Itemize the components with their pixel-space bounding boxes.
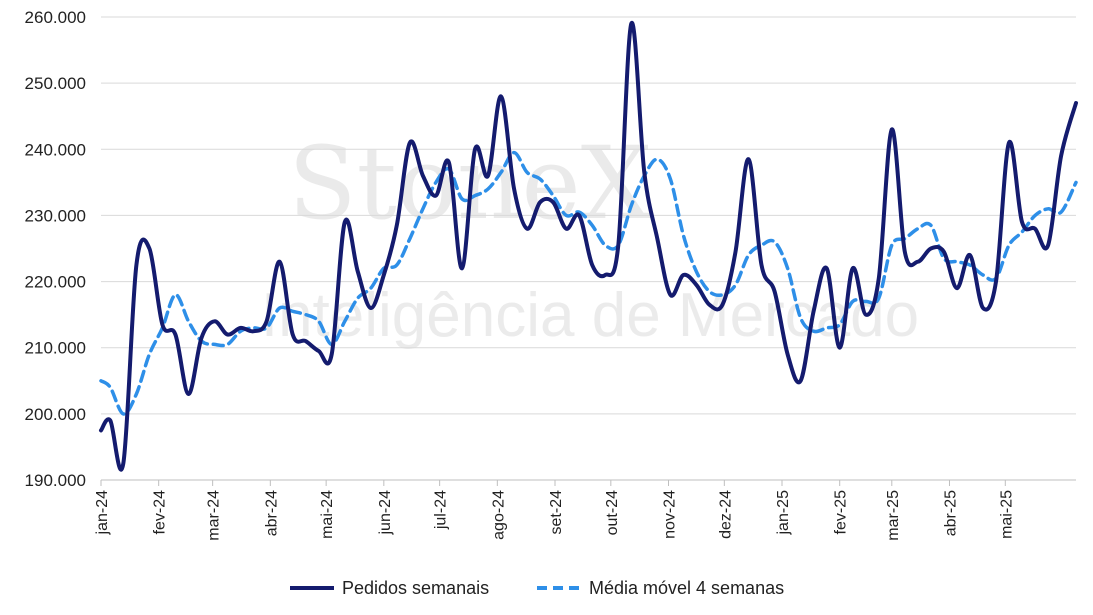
watermark: StoneX Inteligência de Mercado: [261, 125, 919, 350]
x-tick-label: set-24: [548, 490, 565, 535]
watermark-subtitle: Inteligência de Mercado: [261, 281, 919, 350]
x-axis: jan-24 fev-24 mar-24 abr-24 mai-24 jun-24 jul-…: [94, 479, 1076, 541]
x-tick-label: mai-24: [319, 490, 336, 539]
x-tick-label: ago-24: [490, 490, 507, 540]
legend: Pedidos semanais Média móvel 4 semanas: [290, 578, 784, 598]
x-tick-label: nov-24: [662, 490, 679, 539]
legend-label-media: Média móvel 4 semanas: [589, 578, 784, 598]
x-tick-label: fev-25: [833, 490, 850, 535]
x-tick-label: out-24: [604, 490, 621, 535]
y-tick-label: 230.000: [25, 206, 86, 225]
legend-label-pedidos: Pedidos semanais: [342, 578, 489, 598]
y-tick-label: 220.000: [25, 273, 86, 292]
x-tick-label: mar-25: [885, 490, 902, 541]
y-tick-label: 210.000: [25, 339, 86, 358]
y-tick-label: 260.000: [25, 8, 86, 27]
series-lines: [99, 21, 1078, 472]
x-tick-label: mai-25: [998, 490, 1015, 539]
y-tick-label: 200.000: [25, 405, 86, 424]
series-line-pedidos: [99, 21, 1078, 472]
x-tick-label: jun-24: [377, 490, 394, 536]
grid-lines: [101, 16, 1076, 481]
y-axis: 190.000 200.000 210.000 220.000 230.000 240.0…: [25, 8, 86, 490]
x-tick-label: jan-25: [775, 490, 792, 536]
x-tick-label: jul-24: [433, 490, 450, 530]
y-tick-label: 190.000: [25, 471, 86, 490]
x-tick-label: fev-24: [152, 490, 169, 535]
x-tick-label: abr-25: [942, 490, 959, 536]
x-tick-label: dez-24: [717, 490, 734, 539]
y-tick-label: 250.000: [25, 74, 86, 93]
x-tick-label: abr-24: [263, 490, 280, 536]
y-tick-label: 240.000: [25, 140, 86, 159]
x-tick-label: mar-24: [206, 490, 223, 541]
x-tick-label: jan-24: [94, 490, 111, 536]
